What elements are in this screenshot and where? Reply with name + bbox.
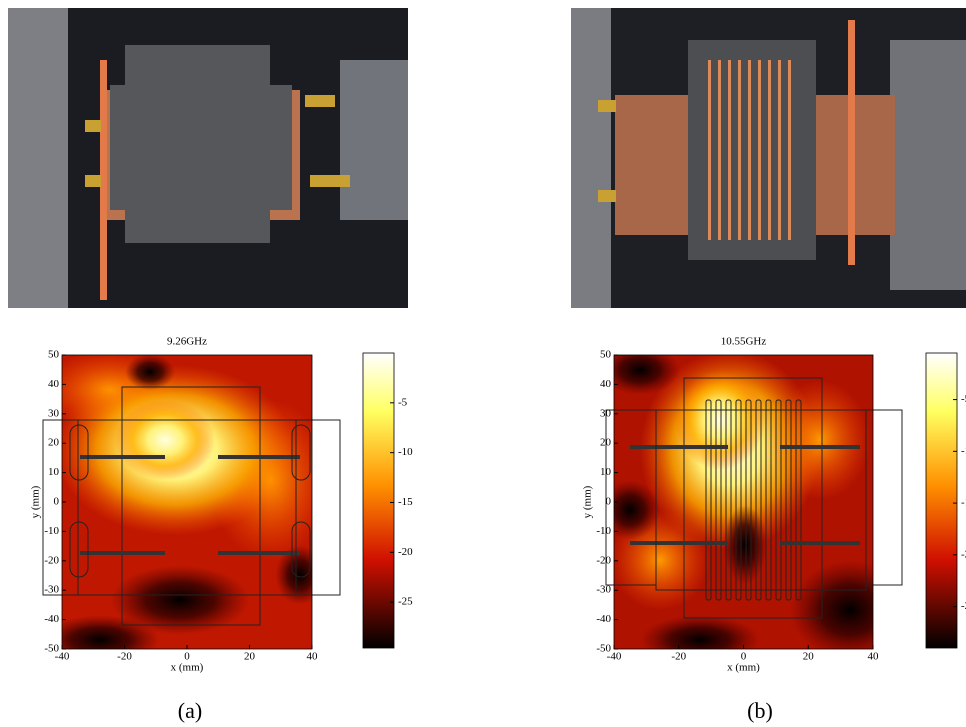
x-tick-label: -20: [671, 651, 686, 663]
y-tick-label: 50: [600, 349, 612, 361]
colorbar-tick-label: -20: [961, 548, 966, 560]
y-tick-label: 20: [600, 437, 612, 449]
y-tick-label: 0: [54, 496, 60, 508]
colorbar-tick-label: -15: [961, 497, 966, 509]
y-tick-label: -10: [596, 525, 611, 537]
y-tick-label: -30: [44, 584, 59, 596]
field-map: [40, 350, 330, 665]
y-tick-label: 50: [48, 349, 60, 361]
caption: (a): [178, 698, 202, 723]
x-tick-label: 40: [307, 651, 319, 663]
colorbar-tick-label: -5: [961, 393, 966, 405]
y-tick-label: 30: [48, 407, 60, 419]
y-tick-label: -10: [44, 525, 59, 537]
y-tick-label: -50: [596, 643, 611, 655]
y-axis-label: y (mm): [582, 485, 594, 518]
y-tick-label: -50: [44, 643, 59, 655]
caption: (b): [747, 698, 773, 723]
x-tick-label: 20: [803, 651, 815, 663]
y-tick-label: -40: [596, 613, 611, 625]
chart-title: 10.55GHz: [721, 336, 767, 348]
colorbar-tick-label: -25: [398, 596, 413, 608]
figure: -40 -20 0 20 40 50 40 30 20 10 0 -10 -20 -30 -40 -50 9.2…: [0, 0, 966, 727]
colorbar: [926, 353, 957, 648]
y-tick-label: 20: [48, 437, 60, 449]
y-tick-label: -20: [44, 554, 59, 566]
y-axis-label: y (mm): [30, 485, 42, 518]
chart-title: 9.26GHz: [167, 336, 207, 348]
colorbar-tick-label: -20: [398, 546, 413, 558]
x-tick-label: -20: [117, 651, 132, 663]
field-map: [600, 345, 910, 665]
y-tick-label: 0: [606, 496, 612, 508]
y-tick-label: 10: [48, 466, 60, 478]
colorbar-tick-label: -25: [961, 600, 966, 612]
photo-b: [571, 8, 966, 308]
y-tick-label: -20: [596, 554, 611, 566]
x-tick-label: 20: [244, 651, 256, 663]
colorbar: [363, 353, 394, 648]
colorbar-tick-label: -5: [398, 396, 408, 408]
colorbar-tick-label: -10: [961, 445, 966, 457]
y-tick-label: 30: [600, 407, 612, 419]
y-tick-label: 10: [600, 466, 612, 478]
x-axis-label: x (mm): [727, 662, 760, 674]
photo-a: [8, 8, 408, 308]
y-tick-label: -30: [596, 584, 611, 596]
y-tick-label: 40: [48, 378, 60, 390]
x-tick-label: 40: [868, 651, 880, 663]
y-tick-label: 40: [600, 378, 612, 390]
colorbar-tick-label: -10: [398, 446, 413, 458]
x-axis-label: x (mm): [171, 662, 204, 674]
y-tick-label: -40: [44, 613, 59, 625]
colorbar-tick-label: -15: [398, 496, 413, 508]
